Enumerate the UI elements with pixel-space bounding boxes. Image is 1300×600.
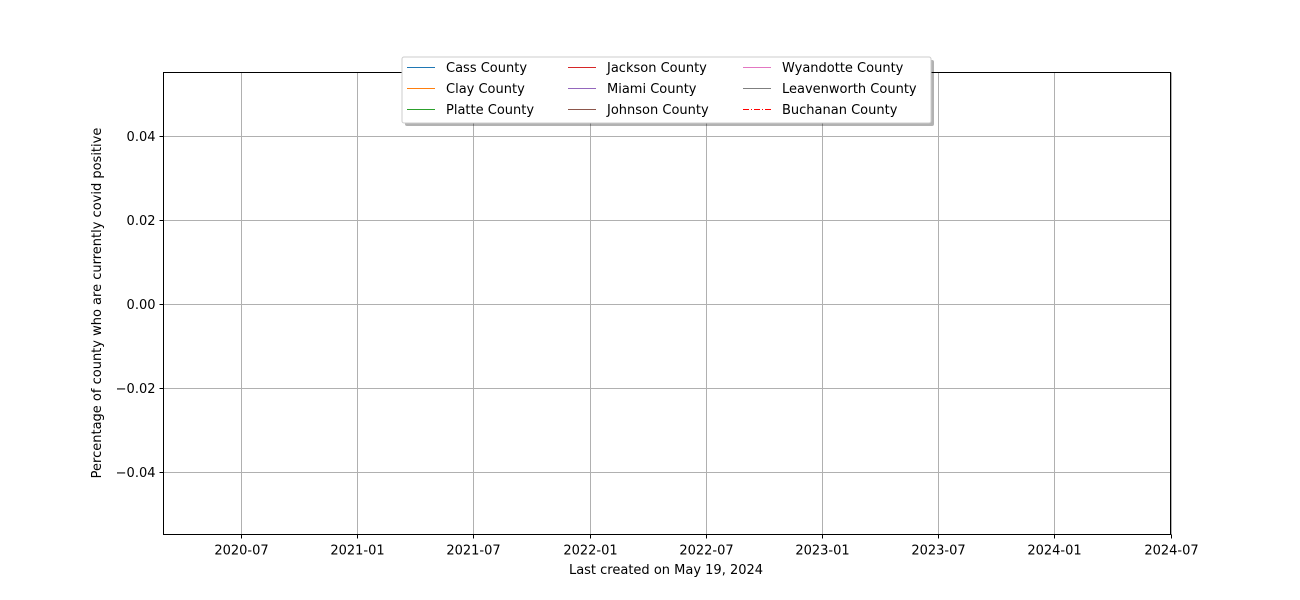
x-tick-label: 2024-01 [1027, 544, 1081, 559]
legend-entry: Platte County [407, 103, 534, 118]
y-tick-label: 0.04 [127, 130, 156, 145]
x-axis-title: Last created on May 19, 2024 [569, 563, 763, 578]
legend-entry: Wyandotte County [743, 61, 904, 76]
x-axis: 2020-07 2021-01 2021-07 2022-01 2022-07 2023-… [214, 534, 1199, 559]
x-tick-label: 2021-01 [330, 544, 384, 559]
plot-area-frame [163, 72, 1171, 535]
legend-box [401, 56, 932, 124]
x-tick-label: 2023-07 [911, 544, 965, 559]
legend-label: Jackson County [606, 61, 707, 76]
grid-lines [163, 72, 1172, 535]
legend-entry: Clay County [407, 82, 525, 97]
legend-label: Leavenworth County [782, 82, 917, 97]
legend-label: Miami County [607, 82, 697, 97]
legend-label: Johnson County [606, 103, 709, 118]
x-tick-label: 2020-07 [214, 544, 268, 559]
legend-label: Platte County [446, 103, 534, 118]
legend: Cass County Clay County Platte County Jacks… [401, 56, 934, 126]
y-axis-title: Percentage of county who are currently c… [90, 128, 105, 479]
y-tick-label: −0.04 [116, 466, 156, 481]
y-tick-label: 0.00 [127, 298, 156, 313]
y-tick-label: 0.02 [127, 214, 156, 229]
legend-entry: Jackson County [568, 61, 707, 76]
x-tick-label: 2024-07 [1144, 544, 1198, 559]
y-tick-label: −0.02 [116, 382, 156, 397]
legend-entry: Johnson County [568, 103, 709, 118]
x-tick-label: 2021-07 [446, 544, 500, 559]
legend-entry: Miami County [568, 82, 697, 97]
x-tick-label: 2023-01 [795, 544, 849, 559]
legend-label: Clay County [446, 82, 525, 97]
legend-label: Buchanan County [782, 103, 898, 118]
legend-entry: Buchanan County [743, 103, 898, 118]
legend-label: Wyandotte County [782, 61, 904, 76]
legend-label: Cass County [446, 61, 527, 76]
legend-entry: Cass County [407, 61, 527, 76]
legend-entry: Leavenworth County [743, 82, 917, 97]
x-tick-label: 2022-07 [679, 544, 733, 559]
y-axis: 0.04 0.02 0.00 −0.02 −0.04 [116, 130, 164, 481]
x-tick-label: 2022-01 [563, 544, 617, 559]
